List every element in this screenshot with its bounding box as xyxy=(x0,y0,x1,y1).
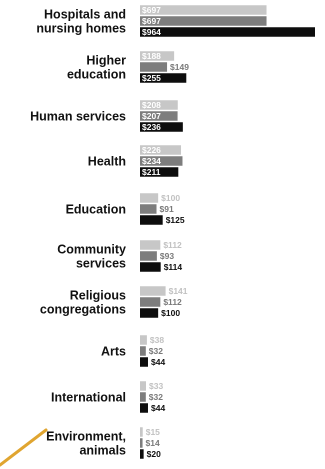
bar-value-label: $207 xyxy=(142,111,161,121)
bar-value-label: $32 xyxy=(149,392,163,402)
bar-value-label: $32 xyxy=(149,346,163,356)
bar-value-label: $236 xyxy=(142,122,161,132)
category-label-line: Religious xyxy=(70,289,126,303)
bar-value-label: $211 xyxy=(142,167,161,177)
bar-value-label: $100 xyxy=(161,308,180,318)
bar-value-label: $15 xyxy=(146,427,160,437)
category-label: Community services xyxy=(57,243,126,271)
category-label: Arts xyxy=(101,345,126,359)
category-label-line: Community xyxy=(57,243,126,257)
bar-value-label: $255 xyxy=(142,73,161,83)
bar-value-label: $141 xyxy=(169,286,188,296)
category-label: Human services xyxy=(30,110,126,124)
bar-value-label: $697 xyxy=(142,5,161,15)
accent-stroke-layer xyxy=(0,428,48,467)
bar-value-label: $33 xyxy=(149,381,163,391)
category-label-line: animals xyxy=(79,444,126,458)
bar-value-label: $964 xyxy=(142,27,161,37)
bar xyxy=(140,308,159,318)
category-label-line: nursing homes xyxy=(36,22,126,36)
category-label-line: congregations xyxy=(40,303,126,317)
bar xyxy=(140,167,179,177)
bar-value-label: $93 xyxy=(160,251,174,261)
category-label-line: services xyxy=(76,257,126,271)
category-label: Hospitals and nursing homes xyxy=(36,8,126,36)
bar-value-label: $38 xyxy=(150,335,164,345)
bar xyxy=(140,357,148,367)
bar xyxy=(140,51,175,61)
bar xyxy=(140,297,161,307)
category-label: Health xyxy=(88,155,126,169)
bar-value-label: $44 xyxy=(151,357,165,367)
bar xyxy=(140,381,146,391)
bar xyxy=(140,111,178,121)
bar-value-label: $226 xyxy=(142,145,161,155)
category-label-line: Education xyxy=(66,203,126,217)
bar xyxy=(140,215,163,225)
bar-value-label: $112 xyxy=(163,240,182,250)
category-label-line: education xyxy=(67,68,126,82)
bar-value-label: $149 xyxy=(170,62,189,72)
category-label-line: Human services xyxy=(30,110,126,124)
bar xyxy=(140,251,157,261)
category-label-line: Health xyxy=(88,155,126,169)
bar xyxy=(140,122,183,132)
bar-value-label: $91 xyxy=(160,204,174,214)
bar xyxy=(140,438,143,448)
bar-value-label: $234 xyxy=(142,156,161,166)
bar-value-label: $125 xyxy=(166,215,185,225)
bar xyxy=(140,193,159,203)
bar xyxy=(140,73,187,83)
bar xyxy=(140,262,161,272)
bar xyxy=(140,286,166,296)
bar xyxy=(140,62,168,72)
bar xyxy=(140,346,146,356)
bar-value-label: $14 xyxy=(146,438,160,448)
category-label: Higher education xyxy=(67,54,126,82)
bar xyxy=(140,427,143,437)
bar xyxy=(140,145,182,155)
bars: $697$697$964$188$149$255$208$207$236$226… xyxy=(140,5,315,459)
category-label-line: Hospitals and xyxy=(44,8,126,22)
bar xyxy=(140,403,148,413)
bar-value-label: $44 xyxy=(151,403,165,413)
bar xyxy=(140,204,157,214)
category-label-line: Environment, xyxy=(46,430,126,444)
bar-value-label: $112 xyxy=(163,297,182,307)
bar-value-label: $697 xyxy=(142,16,161,26)
bar-value-label: $114 xyxy=(164,262,183,272)
bar-value-label: $208 xyxy=(142,100,161,110)
bar xyxy=(140,335,147,345)
bar xyxy=(140,240,161,250)
category-labels: Hospitals and nursing homes Higher educatio… xyxy=(30,8,126,458)
bar xyxy=(140,449,144,459)
bar-value-label: $188 xyxy=(142,51,161,61)
category-label-line: Arts xyxy=(101,345,126,359)
bar xyxy=(140,16,267,26)
category-label: International xyxy=(51,391,126,405)
bar xyxy=(140,5,267,15)
bar xyxy=(140,100,178,110)
bar-value-label: $100 xyxy=(161,193,180,203)
bar-value-label: $20 xyxy=(147,449,161,459)
category-label: Religious congregations xyxy=(40,289,126,317)
bar xyxy=(140,392,146,402)
bar xyxy=(140,27,315,37)
category-label-line: Higher xyxy=(86,54,126,68)
accent-stroke xyxy=(0,428,48,467)
category-label: Education xyxy=(66,203,126,217)
bar xyxy=(140,156,183,166)
category-label: Environment, animals xyxy=(46,430,126,458)
category-label-line: International xyxy=(51,391,126,405)
